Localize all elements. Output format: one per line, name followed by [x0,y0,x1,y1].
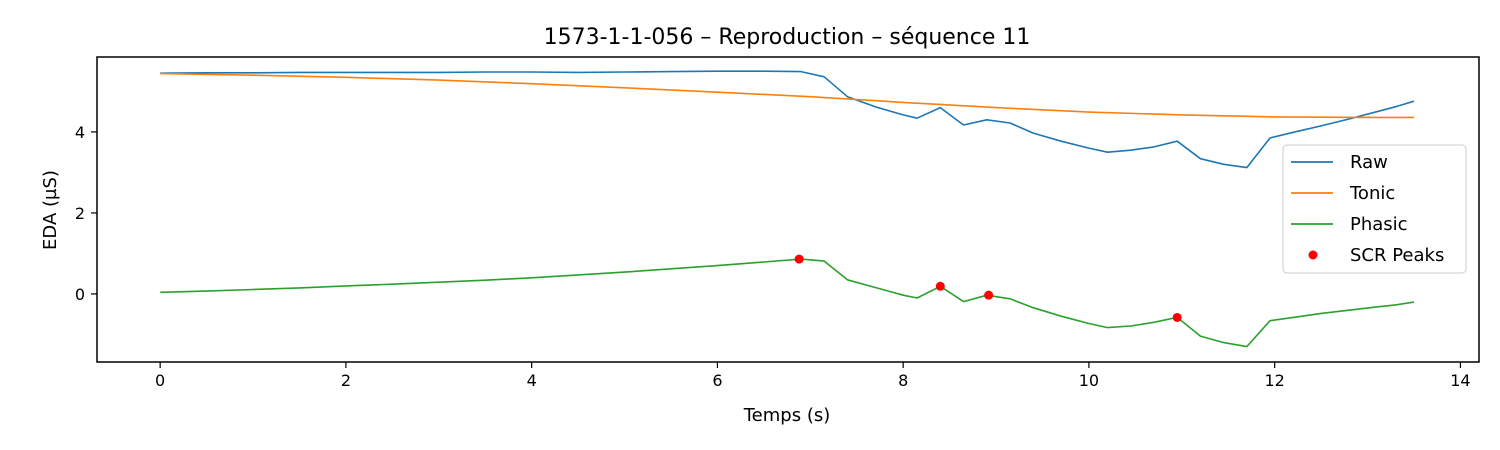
legend-label-tonic: Tonic [1349,183,1395,204]
y-tick-label: 2 [75,204,85,223]
scr-peaks-point [935,281,945,291]
x-tick-label: 8 [898,371,908,390]
scr-peaks-point [984,290,994,300]
legend-label-phasic: Phasic [1350,214,1408,235]
y-axis-label: EDA (µS) [40,170,61,250]
legend-label-scr-peaks: SCR Peaks [1350,245,1444,266]
tonic-series-line [160,72,1414,119]
scr-peaks-layer [794,254,1182,322]
y-tick-label: 0 [75,285,85,304]
x-tick-label: 10 [1079,371,1099,390]
x-axis: 0 2 4 6 8 10 12 14 [155,362,1471,390]
legend-label-raw: Raw [1350,152,1388,173]
y-axis: 0 2 4 [75,123,97,304]
y-tick-label: 4 [75,123,85,142]
x-tick-label: 6 [712,371,722,390]
raw-series-line [160,70,1415,169]
legend-swatch-scr-peaks [1308,250,1318,260]
x-axis-label: Temps (s) [743,405,831,426]
x-tick-label: 2 [341,371,351,390]
legend-box [1282,144,1467,274]
x-tick-label: 12 [1264,371,1284,390]
chart-title: 1573-1-1-056 – Reproduction – séquence 1… [544,25,1031,50]
legend: Raw Tonic Phasic SCR Peaks [1282,144,1467,274]
x-tick-label: 4 [527,371,537,390]
x-tick-label: 0 [155,371,165,390]
scr-peaks-point [794,254,804,264]
x-tick-label: 14 [1450,371,1470,390]
plot-frame [96,56,1480,363]
scr-peaks-point [1172,312,1182,322]
